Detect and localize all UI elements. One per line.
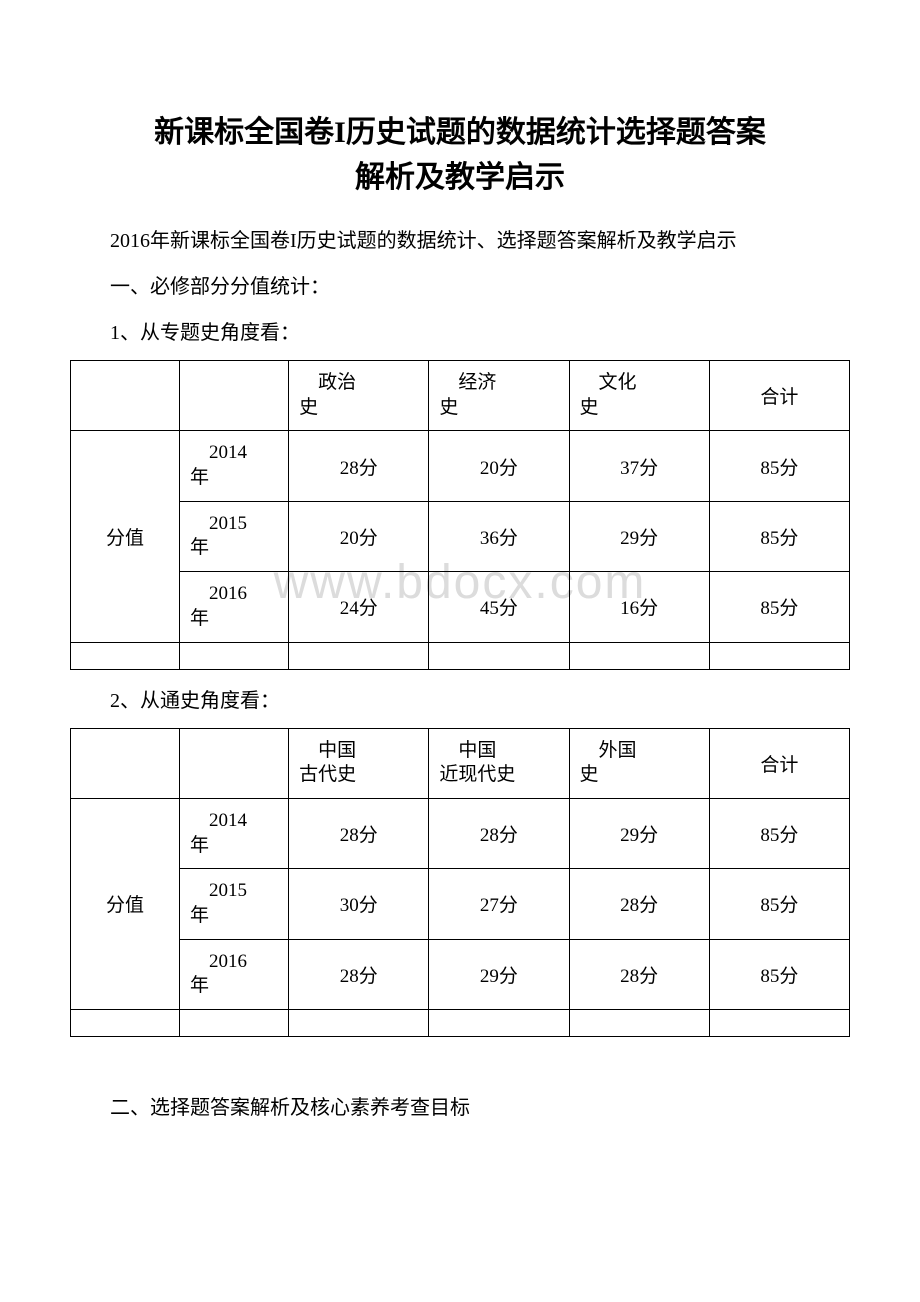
table-header-economy: 经济 史 — [429, 361, 569, 431]
table-general-history: 中国 古代史 中国 近现代史 外国 史 合计 分值 2014 年 — [70, 728, 850, 1038]
table-header-total: 合计 — [709, 728, 849, 798]
hdr-text: 政治 — [318, 372, 356, 393]
year-text: 2016 — [209, 951, 247, 972]
year-text: 2014 — [209, 810, 247, 831]
title-line-1: 新课标全国卷I历史试题的数据统计选择题答案 — [154, 116, 766, 149]
table-cell: 28分 — [569, 939, 709, 1009]
table-cell: 28分 — [569, 869, 709, 939]
year-cell: 2016 年 — [180, 572, 289, 642]
table-header-culture: 文化 史 — [569, 361, 709, 431]
table-header-empty — [71, 361, 180, 431]
table-header-row: 政治 史 经济 史 文化 史 合计 — [71, 361, 850, 431]
hdr-text: 史 — [439, 397, 458, 418]
section-1-heading: 一、必修部分分值统计： — [70, 270, 850, 304]
table-row: 分值 2014 年 28分 20分 37分 85分 — [71, 431, 850, 501]
table-cell: 24分 — [289, 572, 429, 642]
table-cell: 20分 — [429, 431, 569, 501]
hdr-text: 经济 — [458, 372, 496, 393]
table-header-foreign: 外国 史 — [569, 728, 709, 798]
table-empty-row — [71, 1010, 850, 1037]
row-label-score: 分值 — [71, 798, 180, 1009]
table-header-empty — [180, 728, 289, 798]
hdr-text: 史 — [580, 397, 599, 418]
hdr-text: 近现代史 — [439, 764, 515, 785]
table-cell: 85分 — [709, 431, 849, 501]
table-header-empty — [180, 361, 289, 431]
table-header-total: 合计 — [709, 361, 849, 431]
table-cell: 29分 — [569, 501, 709, 571]
hdr-text: 中国 — [318, 740, 356, 761]
table-cell: 85分 — [709, 869, 849, 939]
year-cell: 2016 年 — [180, 939, 289, 1009]
table-cell: 30分 — [289, 869, 429, 939]
year-suffix: 年 — [190, 537, 209, 558]
table-cell: 28分 — [289, 939, 429, 1009]
year-suffix: 年 — [190, 608, 209, 629]
table-cell: 29分 — [569, 798, 709, 868]
year-cell: 2014 年 — [180, 431, 289, 501]
table-header-row: 中国 古代史 中国 近现代史 外国 史 合计 — [71, 728, 850, 798]
subsection-1-heading: 1、从专题史角度看： — [70, 316, 850, 350]
table-row: 分值 2014 年 28分 28分 29分 85分 — [71, 798, 850, 868]
table-header-ancient-china: 中国 古代史 — [289, 728, 429, 798]
table-topic-history: 政治 史 经济 史 文化 史 合计 分值 2014 年 — [70, 360, 850, 670]
table-cell: 85分 — [709, 798, 849, 868]
year-suffix: 年 — [190, 467, 209, 488]
subsection-2-heading: 2、从通史角度看： — [70, 684, 850, 718]
hdr-text: 外国 — [599, 740, 637, 761]
table-cell: 28分 — [289, 431, 429, 501]
table-row: 2015 年 30分 27分 28分 85分 — [71, 869, 850, 939]
table-cell: 28分 — [289, 798, 429, 868]
table-row: 2016 年 24分 45分 16分 85分 — [71, 572, 850, 642]
table-header-empty — [71, 728, 180, 798]
table-cell: 85分 — [709, 572, 849, 642]
table-row: 2016 年 28分 29分 28分 85分 — [71, 939, 850, 1009]
year-suffix: 年 — [190, 975, 209, 996]
table-cell: 16分 — [569, 572, 709, 642]
table-cell: 28分 — [429, 798, 569, 868]
table-empty-row — [71, 642, 850, 669]
section-2-heading: 二、选择题答案解析及核心素养考查目标 — [70, 1091, 850, 1125]
year-cell: 2015 年 — [180, 501, 289, 571]
year-cell: 2014 年 — [180, 798, 289, 868]
title-line-2: 解析及教学启示 — [355, 161, 565, 194]
table-cell: 20分 — [289, 501, 429, 571]
hdr-text: 古代史 — [299, 764, 356, 785]
table-cell: 85分 — [709, 501, 849, 571]
table-cell: 27分 — [429, 869, 569, 939]
table-header-politics: 政治 史 — [289, 361, 429, 431]
year-suffix: 年 — [190, 835, 209, 856]
year-text: 2015 — [209, 513, 247, 534]
year-suffix: 年 — [190, 905, 209, 926]
year-text: 2016 — [209, 583, 247, 604]
table-cell: 85分 — [709, 939, 849, 1009]
year-text: 2014 — [209, 442, 247, 463]
row-label-score: 分值 — [71, 431, 180, 642]
year-text: 2015 — [209, 880, 247, 901]
table-cell: 45分 — [429, 572, 569, 642]
table-cell: 29分 — [429, 939, 569, 1009]
table-row: 2015 年 20分 36分 29分 85分 — [71, 501, 850, 571]
table-cell: 36分 — [429, 501, 569, 571]
table-cell: 37分 — [569, 431, 709, 501]
year-cell: 2015 年 — [180, 869, 289, 939]
hdr-text: 史 — [580, 764, 599, 785]
document-title: 新课标全国卷I历史试题的数据统计选择题答案 解析及教学启示 — [70, 110, 850, 200]
intro-paragraph: 2016年新课标全国卷I历史试题的数据统计、选择题答案解析及教学启示 — [70, 224, 850, 258]
hdr-text: 文化 — [599, 372, 637, 393]
table-header-modern-china: 中国 近现代史 — [429, 728, 569, 798]
hdr-text: 史 — [299, 397, 318, 418]
hdr-text: 中国 — [458, 740, 496, 761]
